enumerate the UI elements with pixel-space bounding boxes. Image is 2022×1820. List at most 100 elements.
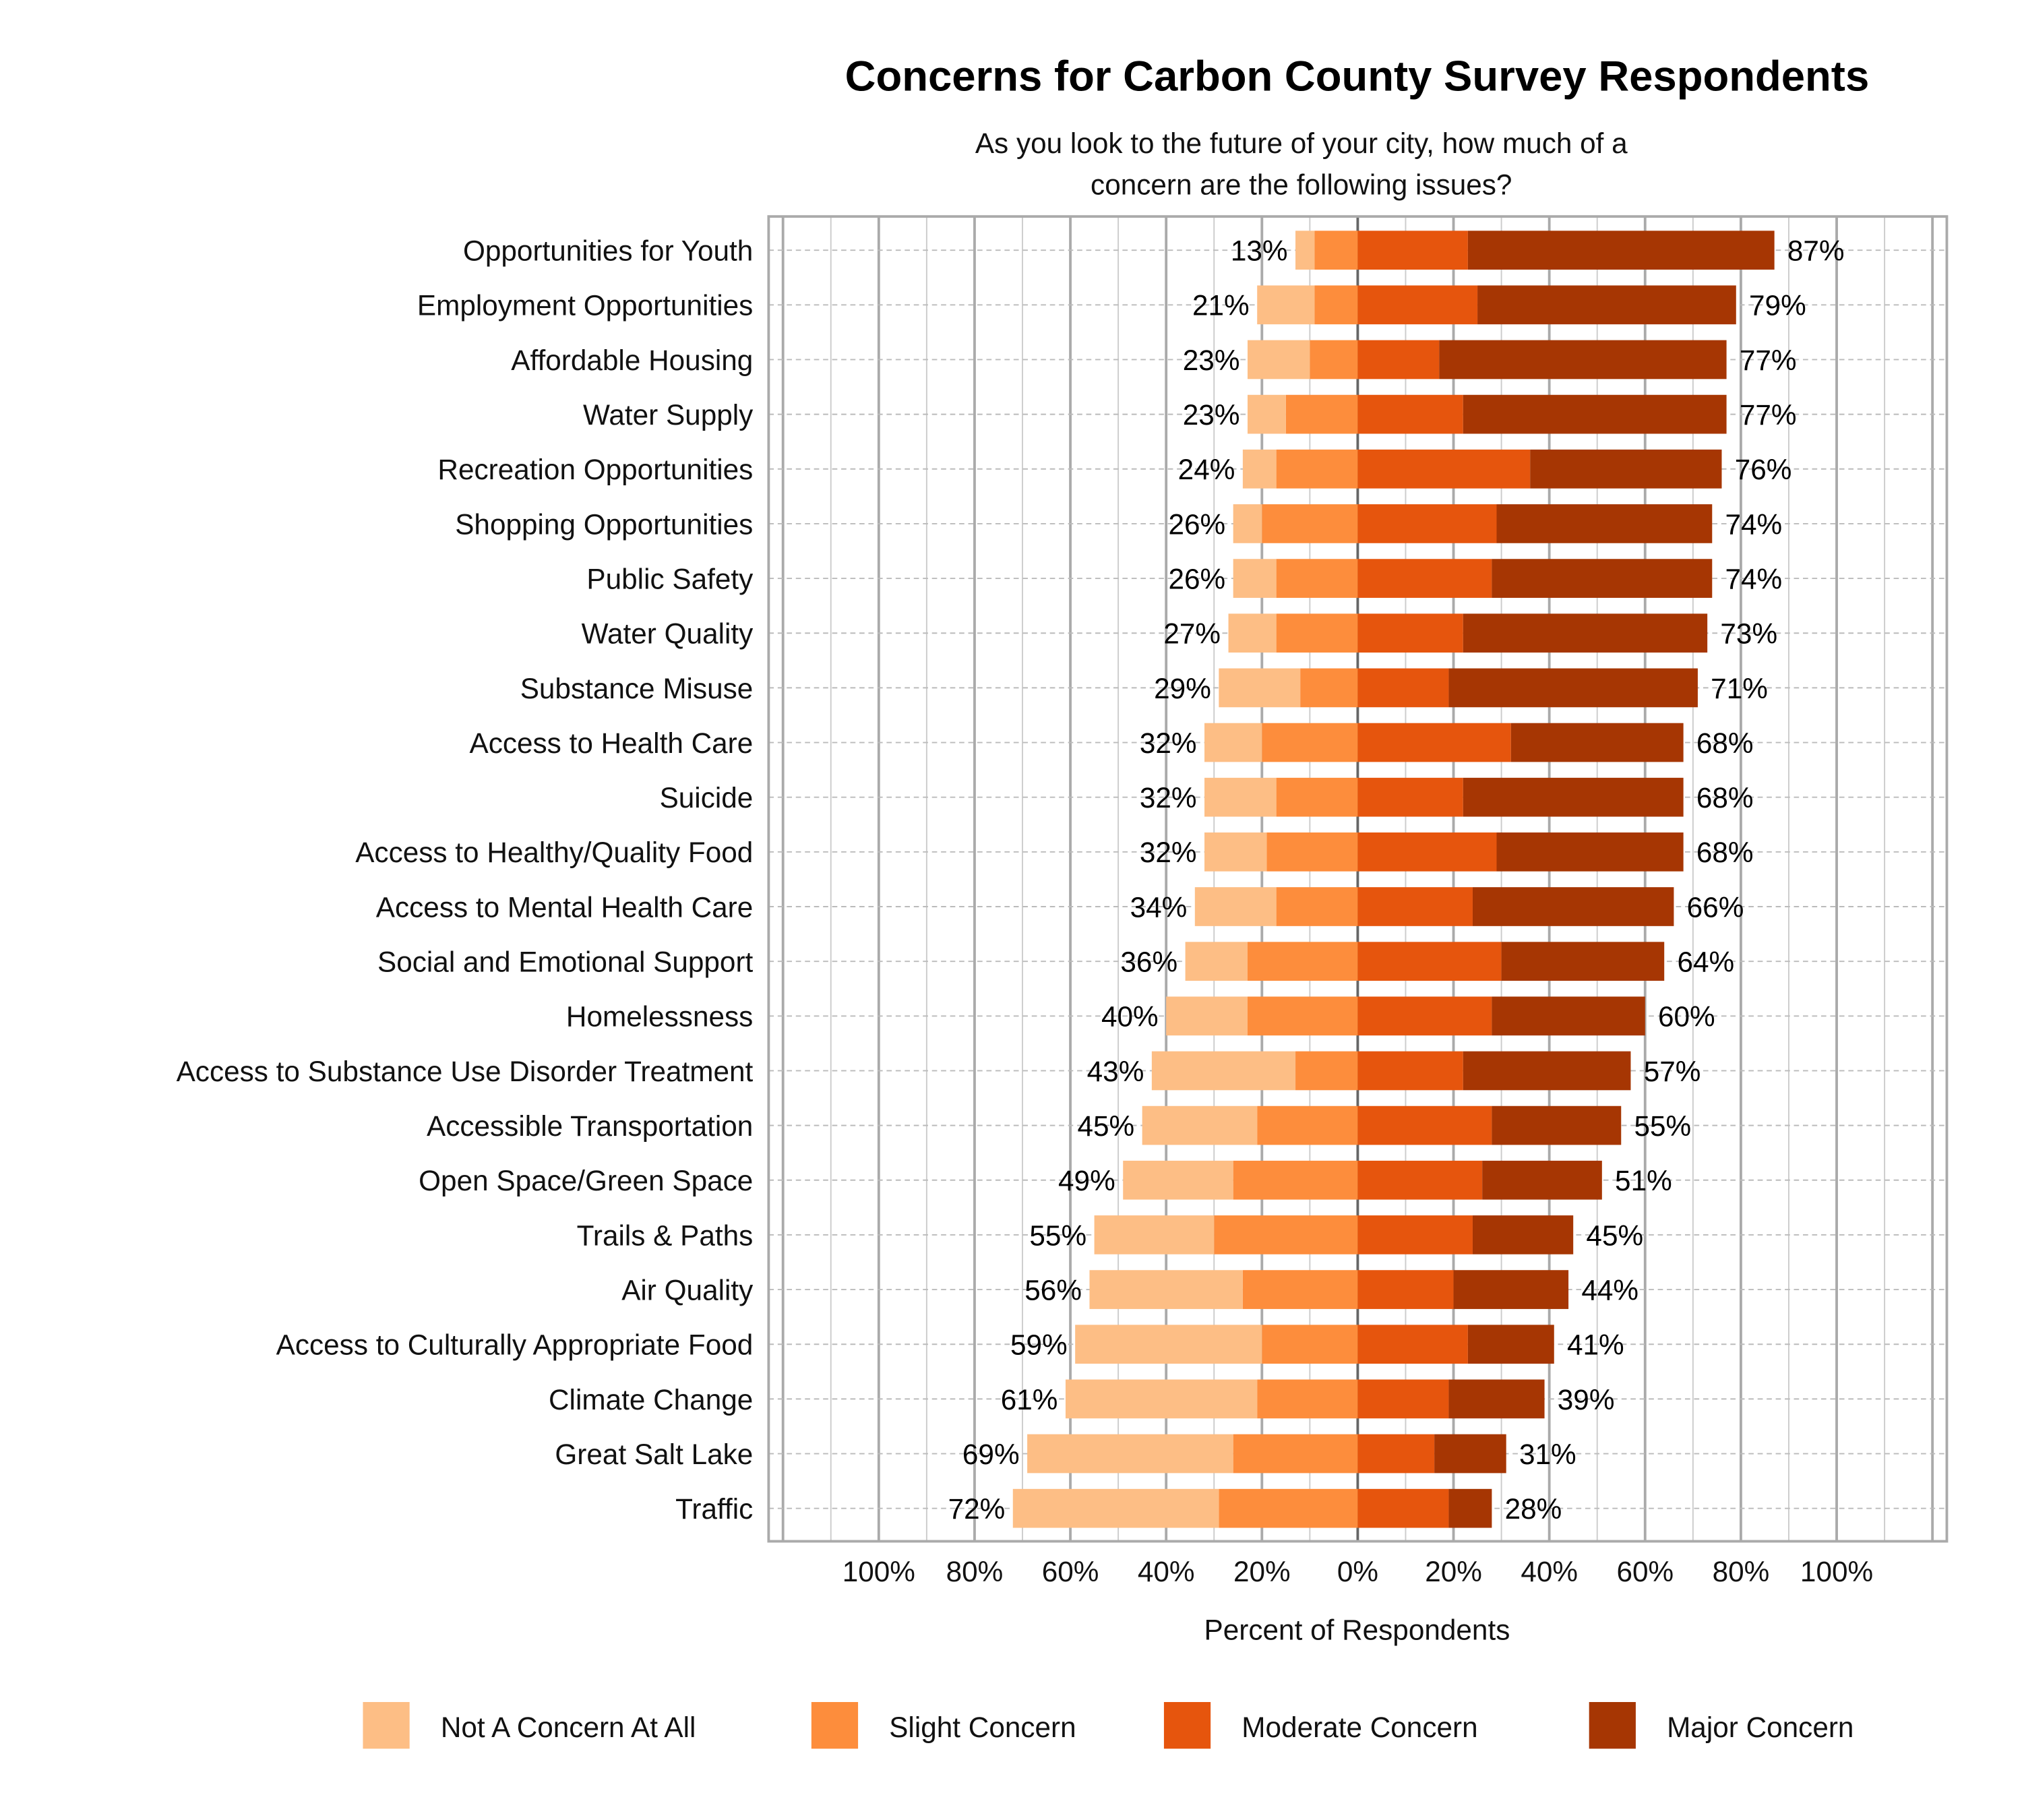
bar-moderate-concern (1357, 1434, 1435, 1474)
bar-major-concern (1472, 1215, 1574, 1254)
right-data-label: 64% (1677, 946, 1734, 978)
left-data-label: 29% (1154, 673, 1211, 704)
x-tick-label: 0% (1337, 1556, 1378, 1587)
bar-not-a-concern-at-all (1233, 559, 1277, 598)
right-data-label: 60% (1658, 1001, 1715, 1033)
category-label: Air Quality (621, 1274, 754, 1306)
bar-not-a-concern-at-all (1166, 996, 1248, 1036)
bar-slight-concern (1219, 1488, 1358, 1528)
bar-moderate-concern (1357, 285, 1478, 325)
category-label: Great Salt Lake (555, 1438, 753, 1470)
bar-major-concern (1472, 887, 1674, 926)
bar-major-concern (1463, 777, 1684, 817)
right-data-label: 39% (1558, 1384, 1615, 1416)
bar-major-concern (1492, 1105, 1622, 1145)
category-label: Access to Mental Health Care (376, 891, 754, 923)
right-data-label: 74% (1725, 563, 1782, 595)
bar-not-a-concern-at-all (1185, 942, 1248, 981)
bar-not-a-concern-at-all (1027, 1434, 1233, 1474)
category-label: Shopping Opportunities (455, 508, 753, 540)
bar-major-concern (1496, 832, 1684, 872)
right-data-label: 41% (1567, 1329, 1624, 1361)
category-label: Open Space/Green Space (419, 1165, 753, 1196)
bar-not-a-concern-at-all (1242, 449, 1277, 489)
bar-slight-concern (1214, 1215, 1358, 1254)
bar-major-concern (1453, 1270, 1569, 1309)
right-data-label: 76% (1735, 454, 1792, 485)
legend-label: Major Concern (1667, 1711, 1854, 1743)
right-data-label: 57% (1644, 1056, 1701, 1087)
bar-not-a-concern-at-all (1204, 832, 1267, 872)
bar-slight-concern (1314, 231, 1358, 270)
left-data-label: 23% (1183, 344, 1240, 376)
bar-slight-concern (1262, 1325, 1358, 1364)
right-data-label: 28% (1505, 1493, 1562, 1525)
left-data-label: 13% (1231, 235, 1288, 267)
x-tick-label: 40% (1138, 1556, 1195, 1587)
left-data-label: 56% (1024, 1274, 1082, 1306)
bar-not-a-concern-at-all (1142, 1105, 1258, 1145)
left-data-label: 27% (1163, 618, 1221, 650)
category-label: Public Safety (586, 563, 754, 595)
right-data-label: 87% (1787, 235, 1845, 267)
x-tick-label: 80% (946, 1556, 1004, 1587)
bar-major-concern (1434, 1434, 1506, 1474)
legend-label: Slight Concern (889, 1711, 1076, 1743)
bar-moderate-concern (1357, 1215, 1473, 1254)
legend: Not A Concern At All Slight Concern Modera… (363, 1702, 1854, 1749)
bar-major-concern (1463, 613, 1708, 653)
category-label: Climate Change (549, 1384, 753, 1416)
bar-moderate-concern (1357, 832, 1497, 872)
bar-slight-concern (1276, 449, 1358, 489)
legend-swatch (363, 1702, 410, 1749)
category-label: Recreation Opportunities (437, 454, 753, 485)
x-tick-label: 20% (1233, 1556, 1291, 1587)
legend-label: Not A Concern At All (441, 1711, 696, 1743)
left-data-label: 49% (1058, 1165, 1115, 1196)
bar-slight-concern (1233, 1434, 1358, 1474)
right-data-label: 44% (1581, 1274, 1638, 1306)
bar-not-a-concern-at-all (1295, 231, 1315, 270)
bar-not-a-concern-at-all (1204, 723, 1262, 762)
x-tick-label: 40% (1521, 1556, 1578, 1587)
right-data-label: 73% (1720, 618, 1777, 650)
bar-moderate-concern (1357, 449, 1531, 489)
right-data-label: 77% (1740, 344, 1797, 376)
bar-major-concern (1496, 504, 1713, 543)
left-data-label: 59% (1010, 1329, 1068, 1361)
bar-not-a-concern-at-all (1089, 1270, 1243, 1309)
category-label: Access to Health Care (469, 727, 753, 759)
bar-slight-concern (1262, 723, 1358, 762)
left-data-label: 34% (1130, 891, 1188, 923)
bar-not-a-concern-at-all (1219, 668, 1301, 708)
bar-not-a-concern-at-all (1204, 777, 1277, 817)
right-data-label: 68% (1696, 727, 1754, 759)
bar-major-concern (1448, 1488, 1492, 1528)
bar-slight-concern (1300, 668, 1358, 708)
labels: Opportunities for Youth 13% 87% Employment … (177, 235, 1845, 1525)
right-data-label: 51% (1615, 1165, 1672, 1196)
bar-major-concern (1463, 1051, 1631, 1091)
x-axis-ticks: 100% 80% 60% 40% 20% 0% 20% 40% 60% 80% 100% (842, 1556, 1873, 1587)
x-tick-label: 80% (1713, 1556, 1770, 1587)
bar-moderate-concern (1357, 1379, 1449, 1419)
bar-major-concern (1530, 449, 1722, 489)
category-label: Social and Emotional Support (377, 946, 754, 978)
bar-not-a-concern-at-all (1247, 340, 1310, 380)
left-data-label: 69% (962, 1438, 1020, 1470)
bar-moderate-concern (1357, 668, 1449, 708)
category-label: Employment Opportunities (417, 290, 753, 322)
category-label: Suicide (660, 782, 754, 814)
bar-slight-concern (1314, 285, 1358, 325)
legend-label: Moderate Concern (1242, 1711, 1477, 1743)
bar-moderate-concern (1357, 613, 1463, 653)
left-data-label: 43% (1087, 1056, 1144, 1087)
right-data-label: 74% (1725, 508, 1782, 540)
bar-moderate-concern (1357, 996, 1492, 1036)
left-data-label: 26% (1168, 563, 1225, 595)
bar-not-a-concern-at-all (1233, 504, 1262, 543)
left-data-label: 40% (1101, 1001, 1159, 1033)
bar-slight-concern (1262, 504, 1358, 543)
bar-not-a-concern-at-all (1151, 1051, 1296, 1091)
